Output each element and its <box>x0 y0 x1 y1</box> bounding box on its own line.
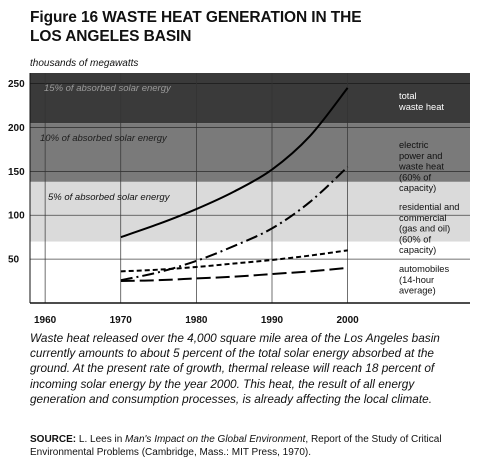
y-tick-label-50: 50 <box>8 255 20 266</box>
x-tick-label-2000: 2000 <box>337 315 360 326</box>
series-label-4-line-2: (14-hour <box>399 275 434 285</box>
band-label-2: 10% of absorbed solar energy <box>40 133 168 144</box>
series-label-3-line-1: residential and <box>399 202 459 212</box>
series-line-1 <box>120 87 349 239</box>
y-tick-label-200: 200 <box>8 123 25 134</box>
series-line-2 <box>120 166 349 282</box>
figure-title: Figure 16 WASTE HEAT GENERATION IN THE L… <box>30 8 362 46</box>
series-label-2-line-2: power and <box>399 151 442 161</box>
source-label: SOURCE: <box>30 434 77 445</box>
series-label-1-line-2: waste heat <box>398 102 444 112</box>
series-line-3 <box>120 249 348 273</box>
series-label-2-line-5: capacity) <box>399 183 436 193</box>
y-tick-label-150: 150 <box>8 167 25 178</box>
band-label-3: 5% of absorbed solar energy <box>48 192 171 203</box>
series-label-2-line-3: waste heat <box>398 162 444 172</box>
series-label-3-line-2: commercial <box>399 213 447 223</box>
series-label-1: total waste heat <box>398 91 444 112</box>
series-label-4-line-1: automobiles <box>399 264 449 274</box>
series-label-3: residential and commercial (gas and oil) (6… <box>399 202 459 255</box>
band-2 <box>30 123 470 182</box>
x-tick-label-1980: 1980 <box>185 315 208 326</box>
band-label-1: 15% of absorbed solar energy <box>44 83 172 94</box>
y-axis-unit-label: thousands of megawatts <box>30 58 139 69</box>
waste-heat-chart: 50 100 150 200 250 1960 1970 1980 1990 2000 15% of… <box>8 73 470 326</box>
series-label-2-line-4: (60% of <box>399 172 431 182</box>
source-text-before: L. Lees in <box>76 434 126 445</box>
source-text-after: , Report of the Study of Critical Enviro… <box>30 434 442 458</box>
series-label-2-line-1: electric <box>399 140 429 150</box>
figure-title-line-2: LOS ANGELES BASIN <box>30 28 192 45</box>
series-label-3-line-5: capacity) <box>399 245 436 255</box>
series-label-4-line-3: average) <box>399 286 436 296</box>
band-1 <box>30 73 470 124</box>
figure-caption: Waste heat released over the 4,000 squar… <box>30 331 440 406</box>
x-tick-label-1960: 1960 <box>34 315 57 326</box>
band-3 <box>30 181 470 242</box>
x-tick-label-1990: 1990 <box>261 315 284 326</box>
series-label-1-line-1: total <box>399 91 417 101</box>
series-label-2: electric power and waste heat (60% of capaci… <box>398 140 444 193</box>
x-tick-label-1970: 1970 <box>110 315 133 326</box>
series-label-4: automobiles (14-hour average) <box>399 264 449 296</box>
y-tick-label-100: 100 <box>8 211 25 222</box>
figure-title-line-1: Figure 16 WASTE HEAT GENERATION IN THE <box>30 9 362 26</box>
source-book-title: Man's Impact on the Global Environment <box>125 434 306 445</box>
series-label-3-line-4: (60% of <box>399 234 431 244</box>
series-label-3-line-3: (gas and oil) <box>399 224 450 234</box>
y-tick-label-250: 250 <box>8 79 25 90</box>
source-citation: SOURCE: L. Lees in Man's Impact on the G… <box>30 433 480 459</box>
